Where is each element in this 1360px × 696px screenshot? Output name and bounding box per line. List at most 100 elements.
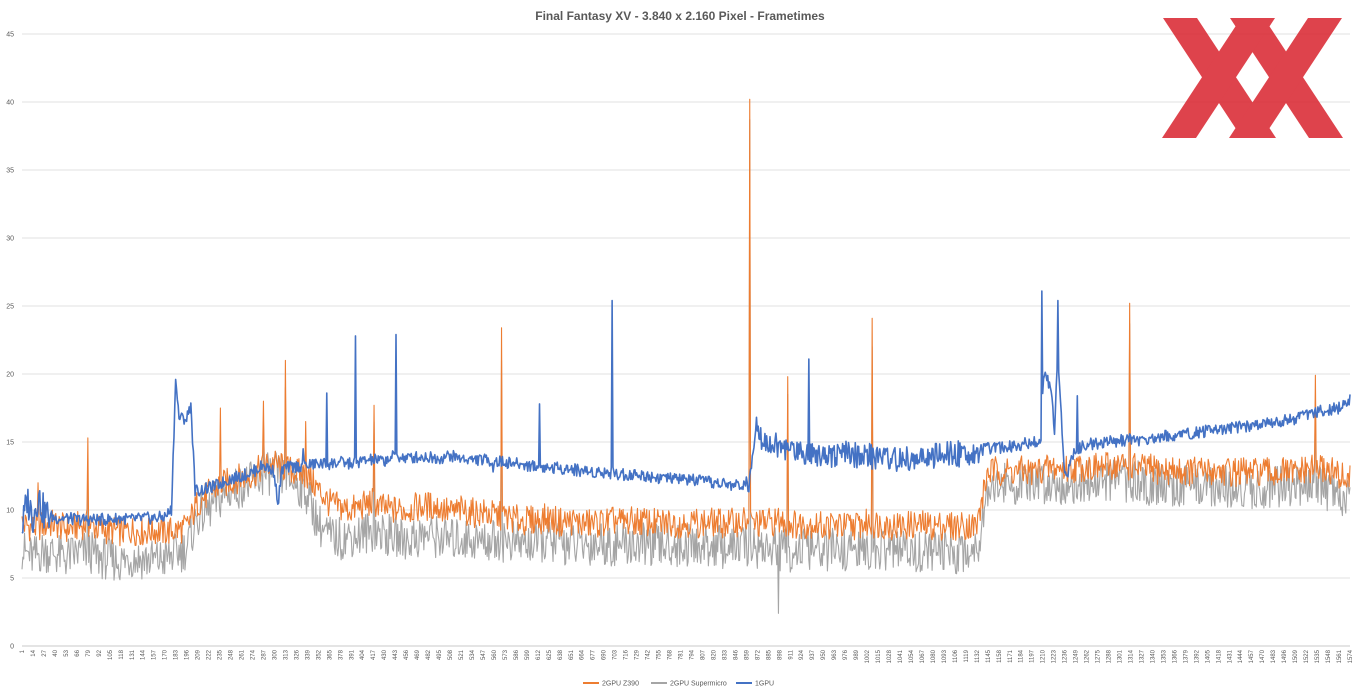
- x-tick-label: 131: [130, 649, 136, 660]
- x-tick-label: 118: [119, 649, 125, 659]
- x-tick-label: 716: [624, 649, 630, 660]
- x-tick-label: 625: [547, 649, 553, 660]
- x-tick-label: 1067: [920, 649, 926, 663]
- x-tick-label: 53: [64, 649, 70, 656]
- x-tick-label: 521: [459, 649, 465, 660]
- x-tick-label: 989: [854, 649, 860, 660]
- x-tick-label: 677: [591, 649, 597, 660]
- x-tick-label: 573: [503, 649, 509, 660]
- x-tick-label: 222: [207, 649, 213, 660]
- x-tick-label: 144: [141, 649, 147, 660]
- x-tick-label: 1548: [1326, 649, 1332, 663]
- y-tick-label: 10: [6, 508, 14, 515]
- series-layer: [21, 98, 1351, 614]
- legend-label: 2GPU Supermicro: [670, 681, 727, 688]
- x-tick-label: 1509: [1293, 649, 1299, 663]
- x-tick-label: 1: [20, 649, 26, 653]
- x-tick-label: 846: [733, 649, 739, 660]
- x-tick-label: 417: [371, 649, 377, 660]
- x-tick-label: 508: [448, 649, 454, 660]
- gridlines: [22, 33, 1350, 647]
- x-tick-label: 768: [668, 649, 674, 660]
- series-line: [21, 119, 1351, 614]
- legend-label: 2GPU Z390: [602, 681, 639, 688]
- x-tick-label: 209: [196, 649, 202, 660]
- x-tick-label: 1080: [931, 649, 937, 663]
- x-tick-label: 1093: [942, 649, 948, 663]
- y-tick-label: 40: [6, 100, 14, 107]
- y-axis: 0 5 10 15 20 25 30 35 40 45: [6, 32, 14, 651]
- y-tick-label: 30: [6, 236, 14, 243]
- x-tick-label: 807: [700, 649, 706, 660]
- x-tick-label: 586: [514, 649, 520, 660]
- x-tick-label: 1249: [1074, 649, 1080, 663]
- x-tick-label: 859: [744, 649, 750, 660]
- x-tick-label: 1574: [1348, 649, 1354, 663]
- x-tick-label: 794: [689, 649, 695, 660]
- x-tick-label: 456: [404, 649, 410, 660]
- y-tick-label: 5: [10, 576, 14, 583]
- x-tick-label: 79: [86, 649, 92, 656]
- y-tick-label: 20: [6, 372, 14, 379]
- x-tick-label: 1054: [909, 649, 915, 663]
- x-tick-label: 1015: [876, 649, 882, 663]
- x-axis: 1 14 27 40 53 66 79 92 105 118 131 144 157 170 183 196 2…: [20, 645, 1354, 663]
- x-tick-label: 300: [272, 649, 278, 660]
- chart-title: Final Fantasy XV - 3.840 x 2.160 Pixel -…: [535, 9, 825, 23]
- x-tick-label: 495: [437, 649, 443, 660]
- x-tick-label: 729: [635, 649, 641, 660]
- x-tick-label: 547: [481, 649, 487, 660]
- x-tick-label: 40: [53, 649, 59, 656]
- x-tick-label: 339: [305, 649, 311, 660]
- x-tick-label: 170: [163, 649, 169, 660]
- x-tick-label: 703: [613, 649, 619, 660]
- x-tick-label: 469: [415, 649, 421, 660]
- x-tick-label: 1223: [1052, 649, 1058, 663]
- x-tick-label: 1158: [997, 649, 1003, 663]
- x-tick-label: 1418: [1216, 649, 1222, 663]
- x-tick-label: 1210: [1041, 649, 1047, 663]
- x-tick-label: 404: [360, 649, 366, 660]
- x-tick-label: 1535: [1315, 649, 1321, 663]
- x-tick-label: 196: [185, 649, 191, 660]
- x-tick-label: 651: [569, 649, 575, 660]
- x-tick-label: 1522: [1304, 649, 1310, 663]
- x-tick-label: 924: [799, 649, 805, 660]
- x-tick-label: 599: [525, 649, 531, 660]
- x-tick-label: 235: [218, 649, 224, 660]
- x-tick-label: 1184: [1019, 649, 1025, 663]
- x-tick-label: 157: [152, 649, 158, 660]
- x-tick-label: 313: [283, 649, 289, 660]
- x-tick-label: 1301: [1118, 649, 1124, 663]
- x-tick-label: 365: [327, 649, 333, 660]
- x-tick-label: 1405: [1205, 649, 1211, 663]
- x-tick-label: 1327: [1139, 649, 1145, 663]
- x-tick-label: 885: [766, 649, 772, 660]
- x-tick-label: 287: [261, 649, 267, 660]
- x-tick-label: 183: [174, 649, 180, 660]
- x-tick-label: 1197: [1030, 649, 1036, 663]
- x-tick-label: 1561: [1337, 649, 1343, 663]
- x-tick-label: 976: [843, 649, 849, 660]
- x-tick-label: 1132: [975, 649, 981, 663]
- x-tick-label: 820: [711, 649, 717, 660]
- x-tick-label: 1041: [898, 649, 904, 663]
- x-tick-label: 911: [788, 649, 794, 659]
- x-tick-label: 1496: [1282, 649, 1288, 663]
- x-tick-label: 378: [338, 649, 344, 660]
- x-tick-label: 1379: [1183, 649, 1189, 663]
- x-tick-label: 690: [602, 649, 608, 660]
- y-tick-label: 15: [6, 440, 14, 447]
- x-tick-label: 755: [657, 649, 663, 660]
- x-tick-label: 1444: [1238, 649, 1244, 663]
- x-tick-label: 352: [316, 649, 322, 660]
- x-tick-label: 898: [777, 649, 783, 660]
- x-tick-label: 1236: [1063, 649, 1069, 663]
- x-tick-label: 950: [821, 649, 827, 660]
- x-tick-label: 1119: [964, 649, 970, 662]
- x-tick-label: 66: [75, 649, 81, 656]
- x-tick-label: 261: [240, 649, 246, 660]
- x-tick-label: 326: [294, 649, 300, 660]
